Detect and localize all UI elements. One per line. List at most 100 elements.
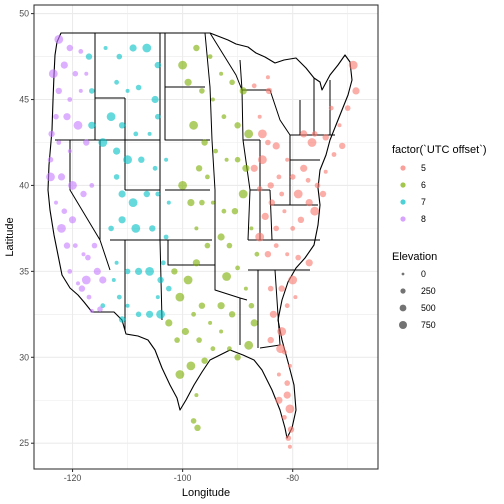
data-point: [166, 200, 171, 205]
data-point: [175, 370, 185, 379]
x-tick-label: -120: [64, 473, 82, 483]
data-point: [63, 242, 71, 249]
data-point: [164, 157, 169, 162]
data-point: [86, 294, 92, 300]
data-point: [257, 114, 262, 119]
data-point: [249, 226, 254, 231]
data-point: [273, 225, 280, 232]
panel-background: [34, 5, 378, 469]
data-point: [196, 337, 202, 343]
data-point: [183, 275, 193, 285]
data-point: [293, 189, 303, 199]
data-point: [93, 267, 101, 275]
data-point: [63, 113, 71, 121]
data-point: [72, 70, 79, 77]
data-point: [163, 234, 169, 240]
data-point: [285, 157, 290, 162]
data-point: [155, 295, 160, 300]
data-point: [251, 83, 257, 89]
data-point: [288, 275, 298, 285]
data-point: [228, 311, 236, 318]
data-point: [337, 123, 342, 128]
data-point: [89, 308, 94, 313]
color-legend: factor(`UTC offset`) 5 6 7 8: [392, 144, 487, 224]
data-point: [108, 225, 114, 232]
data-point: [352, 87, 360, 95]
size-legend-item-label: 250: [421, 286, 436, 296]
data-point: [146, 310, 154, 318]
size-legend-item-label: 500: [421, 303, 436, 313]
data-point: [199, 88, 205, 94]
y-tick-label: 50: [19, 9, 29, 19]
data-point: [118, 190, 126, 198]
size-legend-key-point: [401, 272, 405, 276]
legend-item-label: 8: [421, 214, 426, 224]
data-point: [219, 329, 224, 334]
data-point: [199, 199, 205, 206]
data-point: [68, 181, 77, 190]
data-point: [193, 44, 200, 52]
data-point: [145, 267, 155, 276]
data-point: [234, 354, 241, 361]
data-point: [57, 173, 66, 181]
data-point: [116, 294, 122, 300]
data-point: [219, 71, 224, 76]
data-point: [78, 49, 84, 54]
size-legend-title: Elevation: [392, 251, 437, 263]
data-point: [205, 174, 210, 180]
data-point: [54, 35, 64, 44]
data-point: [55, 87, 62, 95]
y-tick-label: 45: [19, 95, 29, 105]
x-axis: -120 -100 -80: [64, 469, 299, 483]
data-point: [194, 424, 201, 431]
data-point: [131, 224, 141, 233]
data-point: [258, 155, 267, 165]
data-point: [128, 198, 138, 208]
data-point: [154, 61, 161, 69]
data-point: [72, 243, 78, 249]
data-point: [242, 164, 250, 172]
data-point: [226, 242, 233, 249]
data-point: [319, 190, 327, 198]
data-point: [111, 278, 116, 282]
x-tick-label: -100: [174, 473, 192, 483]
data-point: [208, 320, 213, 325]
y-axis-title: Latitude: [4, 217, 16, 256]
data-point: [234, 122, 241, 129]
data-point: [171, 268, 178, 275]
data-point: [322, 134, 329, 141]
data-point: [282, 209, 287, 214]
data-point: [89, 183, 95, 188]
data-point: [238, 189, 248, 199]
data-point: [229, 79, 235, 86]
data-point: [103, 46, 108, 50]
data-point: [78, 88, 83, 93]
y-tick-label: 30: [19, 352, 29, 362]
data-point: [135, 267, 143, 275]
data-point: [265, 87, 273, 95]
data-point: [67, 97, 73, 102]
data-point: [339, 142, 346, 150]
data-point: [194, 393, 199, 398]
size-legend-key-point: [400, 288, 406, 294]
data-point: [204, 242, 211, 249]
data-point: [135, 84, 142, 91]
data-point: [156, 309, 166, 319]
data-point: [198, 302, 206, 309]
x-tick-label: -80: [286, 473, 299, 483]
data-point: [328, 105, 334, 111]
data-point: [268, 199, 275, 206]
data-point: [284, 380, 291, 386]
data-point: [210, 97, 215, 102]
data-point: [113, 174, 120, 180]
data-point: [283, 391, 291, 399]
data-point: [201, 357, 208, 364]
data-point: [261, 212, 269, 220]
data-point: [48, 130, 55, 138]
data-point: [181, 327, 189, 336]
data-point: [273, 243, 279, 249]
data-point: [165, 319, 173, 327]
data-point: [305, 199, 313, 207]
data-point: [293, 295, 298, 300]
data-point: [76, 281, 80, 286]
